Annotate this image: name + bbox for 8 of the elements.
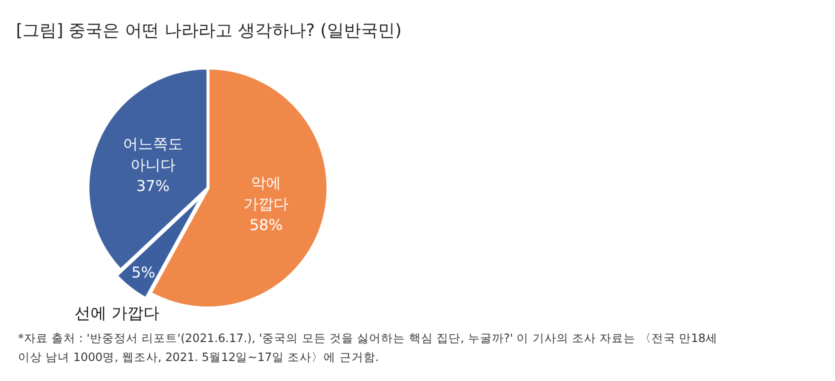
data-label: 58%	[249, 216, 283, 234]
data-label: 5%	[132, 263, 156, 282]
slice-label: 악에 가깝다	[244, 174, 289, 213]
data-label: 37%	[136, 177, 170, 196]
slice-label: 선에 가깝다	[74, 303, 160, 322]
text: *자료 출처 : '반중정서 리포트'(2021.6.17.), '중국의 모든 것을 싫어하는 핵심 집단, 누굴까?' 이 기사의 조사 자료는 〈전국 만18세 이상 남녀 1000명, 웹조사, 2021. 5월12일~17일 조사〉에 근거함.	[18, 331, 718, 364]
slice-label: 어느쪽도 아니다	[122, 135, 183, 174]
chart-title: [그림] 중국은 어떤 나라라고 생각하나? (일반국민)	[16, 21, 402, 41]
